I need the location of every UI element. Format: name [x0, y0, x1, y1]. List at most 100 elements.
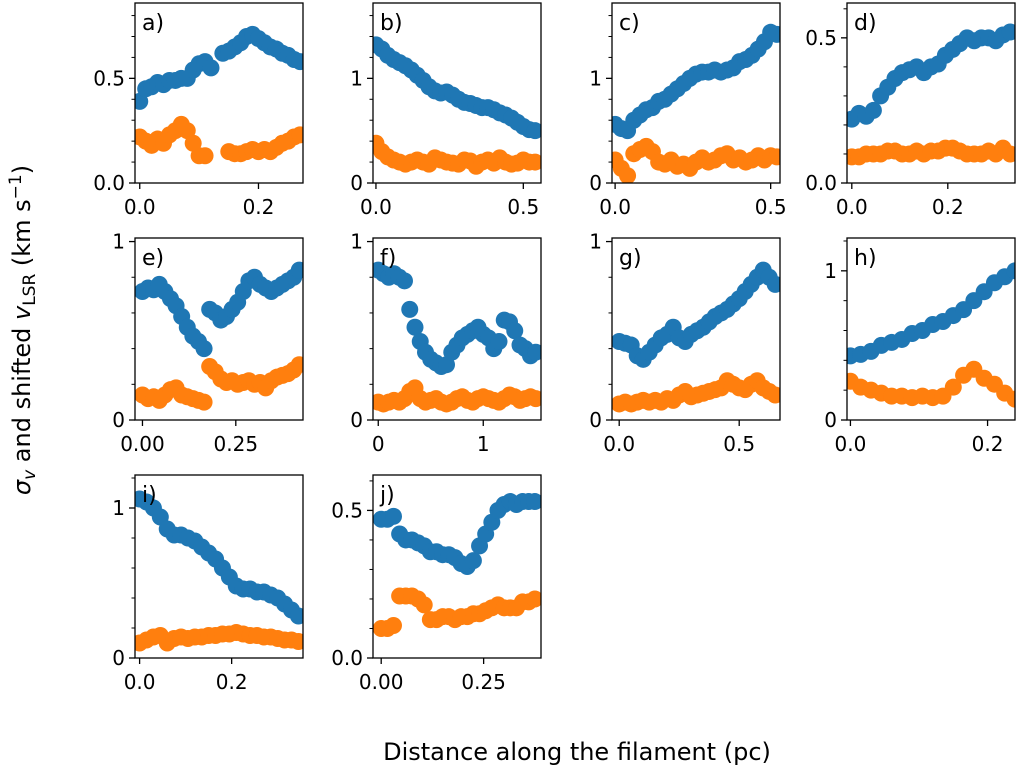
x-tick-label: 0.0: [124, 670, 156, 694]
data-point-orange: [1001, 145, 1015, 163]
x-tick-label: 1: [477, 432, 490, 456]
x-tick-label: 0.2: [216, 670, 248, 694]
data-point-blue: [766, 275, 780, 293]
panel-label: j): [379, 483, 395, 508]
panel-b: 0.0 0.5 0 1 b): [350, 2, 542, 219]
panel-label: f): [380, 246, 396, 271]
data-point-blue: [526, 493, 541, 511]
data-point-blue: [406, 318, 424, 336]
x-tick-label: 0.25: [461, 670, 506, 694]
y-tick-label: 0.5: [805, 26, 837, 50]
panel-g: 0.0 0.5 0 1 g): [589, 230, 781, 456]
x-tick-label: 0.0: [599, 195, 631, 219]
data-point-orange: [766, 386, 780, 404]
x-tick-label: 0.2: [972, 432, 1004, 456]
axes-frame: [372, 2, 542, 184]
panel-a: 0.0 0.2 0.0 0.5 a): [93, 2, 304, 219]
x-tick-label: 0.2: [243, 195, 275, 219]
data-point-blue: [291, 53, 303, 71]
y-axis-title: σv and shifted vLSR (km s−1): [6, 165, 40, 495]
y-tick-label: 1: [112, 230, 125, 254]
y-tick-label: 1: [824, 259, 837, 283]
panel-label: h): [854, 246, 877, 271]
x-tick-label: 0.5: [723, 432, 755, 456]
data-point-blue: [490, 332, 508, 350]
y-tick-label: 0.5: [93, 66, 125, 90]
axes-frame: [372, 237, 542, 421]
y-tick-label: 1: [112, 496, 125, 520]
data-point-blue: [202, 59, 220, 77]
panel-c: 0.0 0.5 0 1 c): [589, 2, 787, 219]
data-point-blue: [195, 340, 213, 358]
axes-frame: [611, 2, 781, 184]
axes-frame: [134, 237, 304, 421]
y-tick-label: 0: [589, 408, 602, 432]
y-tick-label: 1: [589, 230, 602, 254]
y-tick-label: 0.0: [93, 171, 125, 195]
data-point-blue: [396, 272, 413, 290]
y-tick-label: 0: [350, 171, 363, 195]
data-points: [847, 262, 1015, 408]
x-tick-label: 0.0: [603, 432, 635, 456]
data-point-orange: [195, 393, 213, 411]
axes-frame: [134, 2, 304, 184]
y-tick-label: 0.5: [331, 498, 363, 522]
data-points: [373, 493, 541, 637]
data-point-blue: [1001, 23, 1015, 41]
data-point-orange: [527, 390, 541, 408]
data-point-blue: [1006, 262, 1015, 280]
x-tick-label: 0.0: [360, 195, 392, 219]
axes-frame: [134, 474, 304, 659]
data-points: [373, 36, 541, 175]
x-tick-label: 0: [372, 432, 385, 456]
data-point-orange: [291, 126, 303, 144]
y-tick-label: 0: [350, 408, 363, 432]
panel-label: c): [619, 11, 640, 36]
panel-h: 0.0 0.2 0 1 h): [824, 237, 1016, 456]
data-point-orange: [196, 147, 214, 165]
data-point-orange: [944, 378, 962, 396]
data-point-orange: [619, 167, 637, 183]
panel-label: i): [142, 483, 157, 508]
data-point-blue: [290, 261, 303, 279]
data-points: [612, 23, 780, 183]
data-point-blue: [527, 343, 541, 361]
data-point-orange: [415, 596, 433, 614]
panels: 0.0 0.2 0.0 0.5 a) 0.0 0.5 0 1 b) 0.0 0.5 0 1 c) 0.0 0.2…: [93, 2, 1016, 694]
x-tick-label: 0.5: [507, 195, 539, 219]
data-point-blue: [464, 552, 482, 570]
data-point-orange: [526, 590, 541, 608]
axes-frame: [611, 237, 781, 421]
data-points: [135, 490, 303, 652]
data-point-orange: [768, 148, 780, 166]
panel-label: d): [854, 11, 877, 36]
data-points: [373, 261, 541, 413]
x-axis-title: Distance along the filament (pc): [383, 738, 771, 766]
data-point-blue: [864, 101, 882, 119]
x-tick-label: 0.2: [932, 195, 964, 219]
data-point-blue: [506, 322, 524, 340]
y-tick-label: 1: [589, 66, 602, 90]
panel-label: a): [142, 11, 164, 36]
data-points: [612, 261, 780, 413]
data-point-blue: [401, 300, 419, 318]
panel-label: g): [619, 246, 642, 271]
axes-frame: [372, 474, 542, 659]
y-tick-label: 0: [589, 171, 602, 195]
panel-d: 0.0 0.2 0.0 0.5 d): [805, 2, 1016, 219]
x-tick-label: 0.25: [214, 432, 259, 456]
x-tick-label: 0.00: [359, 670, 404, 694]
data-points: [847, 23, 1015, 166]
data-point-blue: [384, 507, 402, 525]
x-tick-label: 0.00: [120, 432, 165, 456]
y-tick-label: 0: [112, 408, 125, 432]
data-points: [135, 25, 303, 165]
axes-frame: [846, 237, 1016, 421]
y-tick-label: 0.0: [331, 646, 363, 670]
y-tick-label: 1: [350, 230, 363, 254]
x-tick-label: 0.0: [835, 432, 867, 456]
x-tick-label: 0.0: [836, 195, 868, 219]
data-point-orange: [290, 356, 303, 374]
panel-j: 0.00 0.25 0.0 0.5 j): [331, 474, 542, 694]
data-point-blue: [289, 607, 303, 625]
